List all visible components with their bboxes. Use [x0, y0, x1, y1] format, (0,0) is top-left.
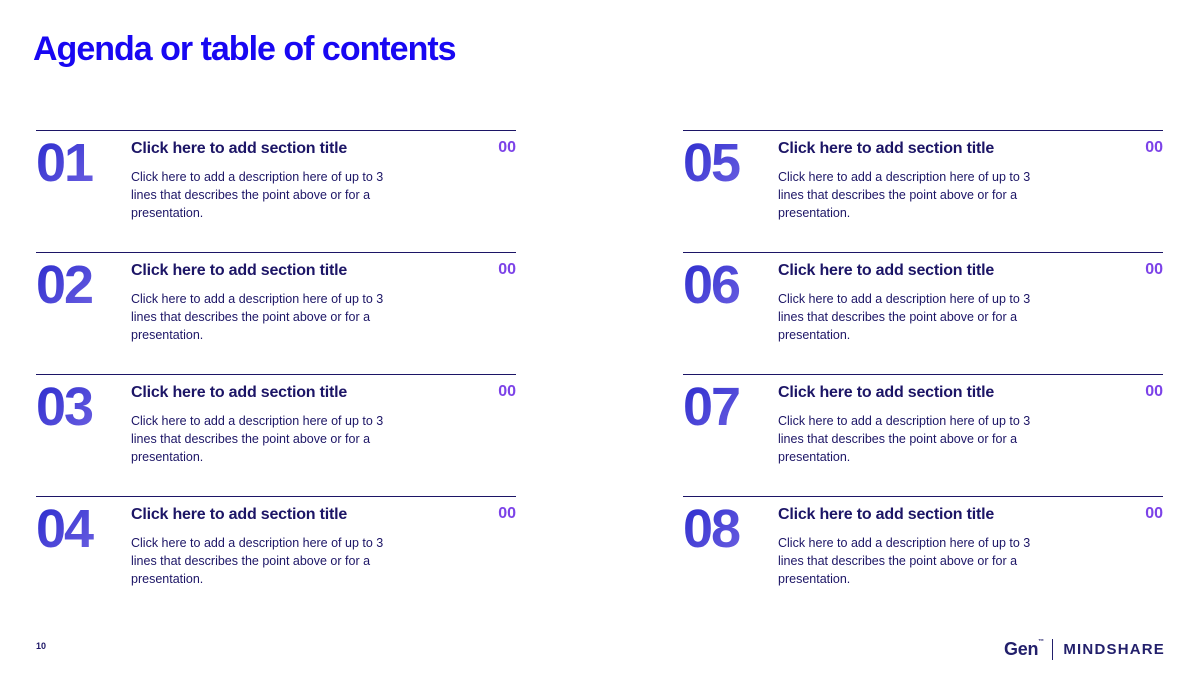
description-line: Click here to add a description here of … — [131, 292, 384, 306]
description-line: Click here to add a description here of … — [131, 536, 384, 550]
description-line: Click here to add a description here of … — [778, 292, 1031, 306]
description-line: presentation. — [778, 572, 851, 586]
gen-logo-text: Gen™ — [1004, 639, 1044, 659]
section-title-placeholder[interactable]: Click here to add section title — [778, 140, 995, 157]
section-page-placeholder[interactable]: 00 — [1145, 505, 1163, 522]
section-title-placeholder[interactable]: Click here to add section title — [131, 262, 348, 279]
item-body: Click here to add section title Click he… — [131, 253, 474, 374]
agenda-item-08: 08 Click here to add section title Click… — [683, 496, 1163, 618]
item-body: Click here to add section title Click he… — [131, 375, 474, 496]
description-line: presentation. — [778, 328, 851, 342]
item-body: Click here to add section title Click he… — [778, 497, 1121, 618]
section-description-placeholder[interactable]: Click here to add a description here of … — [778, 534, 1121, 588]
agenda-item-02: 02 Click here to add section title Click… — [36, 252, 516, 374]
section-description-placeholder[interactable]: Click here to add a description here of … — [131, 290, 474, 344]
section-description-placeholder[interactable]: Click here to add a description here of … — [778, 290, 1121, 344]
brand-logo: Gen™ MINDSHARE — [1004, 636, 1165, 662]
mindshare-logo-text: MINDSHARE — [1063, 640, 1165, 658]
item-number: 03 — [36, 375, 131, 496]
description-line: lines that describes the point above or … — [778, 432, 1018, 446]
description-line: Click here to add a description here of … — [131, 170, 384, 184]
section-page-placeholder[interactable]: 00 — [498, 261, 516, 278]
section-title-placeholder[interactable]: Click here to add section title — [131, 140, 348, 157]
section-description-placeholder[interactable]: Click here to add a description here of … — [131, 412, 474, 466]
section-page-placeholder[interactable]: 00 — [498, 383, 516, 400]
section-page-placeholder[interactable]: 00 — [1145, 383, 1163, 400]
agenda-item-01: 01 Click here to add section title Click… — [36, 130, 516, 252]
description-line: presentation. — [131, 206, 204, 220]
agenda-item-07: 07 Click here to add section title Click… — [683, 374, 1163, 496]
agenda-item-06: 06 Click here to add section title Click… — [683, 252, 1163, 374]
description-line: presentation. — [131, 572, 204, 586]
section-page-placeholder[interactable]: 00 — [498, 139, 516, 156]
section-page-placeholder[interactable]: 00 — [1145, 139, 1163, 156]
section-title-placeholder[interactable]: Click here to add section title — [778, 262, 995, 279]
item-number: 02 — [36, 253, 131, 374]
description-line: lines that describes the point above or … — [778, 554, 1018, 568]
item-number: 05 — [683, 131, 778, 252]
section-title-placeholder[interactable]: Click here to add section title — [778, 384, 995, 401]
section-page-placeholder[interactable]: 00 — [1145, 261, 1163, 278]
section-description-placeholder[interactable]: Click here to add a description here of … — [131, 168, 474, 222]
section-title-placeholder[interactable]: Click here to add section title — [131, 384, 348, 401]
description-line: lines that describes the point above or … — [131, 310, 371, 324]
slide-page-number: 10 — [36, 641, 47, 651]
section-page-placeholder[interactable]: 00 — [498, 505, 516, 522]
description-line: presentation. — [778, 206, 851, 220]
section-description-placeholder[interactable]: Click here to add a description here of … — [131, 534, 474, 588]
item-body: Click here to add section title Click he… — [778, 253, 1121, 374]
item-number: 08 — [683, 497, 778, 618]
description-line: Click here to add a description here of … — [778, 536, 1031, 550]
description-line: Click here to add a description here of … — [778, 414, 1031, 428]
logo-divider — [1051, 638, 1054, 660]
description-line: lines that describes the point above or … — [778, 310, 1018, 324]
description-line: presentation. — [131, 328, 204, 342]
item-body: Click here to add section title Click he… — [131, 131, 474, 252]
description-line: lines that describes the point above or … — [131, 188, 371, 202]
description-line: presentation. — [778, 450, 851, 464]
section-description-placeholder[interactable]: Click here to add a description here of … — [778, 412, 1121, 466]
item-body: Click here to add section title Click he… — [778, 131, 1121, 252]
agenda-column-right: 05 Click here to add section title Click… — [683, 130, 1163, 618]
description-line: lines that describes the point above or … — [131, 554, 371, 568]
section-title-placeholder[interactable]: Click here to add section title — [778, 506, 995, 523]
description-line: lines that describes the point above or … — [131, 432, 371, 446]
section-title-placeholder[interactable]: Click here to add section title — [131, 506, 348, 523]
item-number: 01 — [36, 131, 131, 252]
item-number: 04 — [36, 497, 131, 618]
item-number: 07 — [683, 375, 778, 496]
agenda-grid: 01 Click here to add section title Click… — [36, 130, 1163, 618]
section-description-placeholder[interactable]: Click here to add a description here of … — [778, 168, 1121, 222]
agenda-item-04: 04 Click here to add section title Click… — [36, 496, 516, 618]
description-line: Click here to add a description here of … — [778, 170, 1031, 184]
description-line: Click here to add a description here of … — [131, 414, 384, 428]
description-line: presentation. — [131, 450, 204, 464]
item-body: Click here to add section title Click he… — [131, 497, 474, 618]
item-body: Click here to add section title Click he… — [778, 375, 1121, 496]
description-line: lines that describes the point above or … — [778, 188, 1018, 202]
agenda-column-left: 01 Click here to add section title Click… — [36, 130, 516, 618]
agenda-item-03: 03 Click here to add section title Click… — [36, 374, 516, 496]
agenda-item-05: 05 Click here to add section title Click… — [683, 130, 1163, 252]
page-title: Agenda or table of contents — [33, 30, 457, 68]
trademark-symbol: ™ — [1038, 639, 1044, 645]
item-number: 06 — [683, 253, 778, 374]
